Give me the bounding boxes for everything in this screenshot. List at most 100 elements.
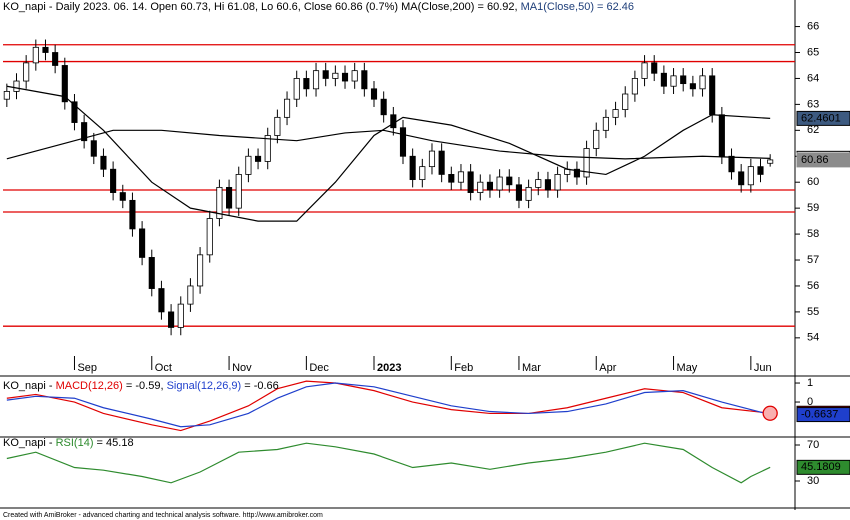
value-box	[796, 110, 850, 126]
y-tick-label: 55	[807, 306, 819, 318]
candle-body	[216, 186, 223, 219]
candle-body	[593, 129, 600, 149]
candle-body	[496, 176, 503, 191]
candle-body	[187, 285, 194, 305]
candle-body	[322, 70, 329, 79]
candle-body	[197, 254, 204, 287]
y-tick-label: 56	[807, 280, 819, 292]
candle-body	[23, 62, 30, 82]
y-tick-label: 70	[807, 439, 819, 451]
panel-title-part: MACD(12,26)	[56, 380, 123, 392]
candle-body	[728, 155, 735, 173]
candle-body	[486, 181, 494, 191]
candle-body	[390, 114, 397, 129]
candle-body	[554, 174, 561, 191]
x-tick-label: 2023	[377, 362, 401, 374]
candle-body	[380, 98, 387, 116]
candle-body	[718, 114, 725, 157]
candle-body	[680, 75, 687, 85]
candle-body	[399, 127, 407, 157]
line-series	[6, 442, 771, 484]
candle-body	[757, 166, 764, 175]
value-box-label: 45.1809	[801, 461, 841, 473]
candle-body	[631, 78, 638, 95]
panel-title-part: RSI(14)	[56, 437, 94, 449]
panel-title-part: = 45.18	[94, 437, 134, 449]
line-series	[6, 380, 771, 432]
y-tick-label: 59	[807, 202, 819, 214]
candle-body	[129, 199, 136, 230]
footer: Created with AmiBroker - advanced charti…	[3, 512, 323, 519]
value-box-label: 62.4601	[801, 112, 841, 124]
value-box	[796, 152, 850, 168]
candle-body	[709, 75, 716, 116]
candle-body	[689, 83, 696, 90]
candle-body	[303, 78, 310, 90]
candle-body	[168, 311, 175, 328]
candle-body	[535, 179, 542, 188]
line-series	[6, 85, 771, 222]
candle-body	[747, 166, 754, 186]
panel-title-part: = -0.66	[241, 380, 279, 392]
y-tick-label: 66	[807, 20, 819, 32]
candle-body	[206, 218, 213, 256]
candle-body	[448, 174, 455, 183]
candle-body	[3, 91, 10, 100]
candle-body	[477, 181, 484, 193]
value-box-label: -0.6637	[801, 408, 838, 420]
candle-body	[641, 62, 648, 79]
candle-body	[525, 186, 532, 201]
candle-body	[293, 78, 300, 100]
y-tick-label: 62	[807, 124, 819, 136]
candle-body	[438, 150, 445, 175]
candle-body	[110, 168, 117, 193]
x-tick-label: Dec	[309, 362, 329, 374]
y-tick-label: 60	[807, 176, 819, 188]
panel-header: KO_napi - RSI(14) = 45.18	[3, 437, 134, 449]
candle-body	[235, 174, 242, 209]
value-box	[796, 407, 850, 423]
y-tick-label: 58	[807, 228, 819, 240]
candle-body	[312, 70, 320, 90]
y-tick-label: 1	[807, 377, 813, 389]
candle-body	[612, 109, 619, 118]
candle-body	[670, 75, 677, 87]
candle-body	[139, 228, 146, 258]
candle-body	[283, 98, 291, 118]
candle-body	[467, 171, 474, 193]
candle-body	[351, 70, 358, 82]
candle-body	[71, 101, 78, 123]
candle-body	[361, 70, 368, 90]
candle-body	[544, 179, 551, 191]
candle-body	[602, 116, 609, 131]
candle-body	[90, 140, 97, 157]
x-tick-label: Jun	[754, 362, 772, 374]
candle-body	[370, 88, 378, 100]
panel-header: KO_napi - MACD(12,26) = -0.59, Signal(12…	[3, 380, 279, 392]
x-tick-label: Nov	[232, 362, 252, 374]
panel-header: KO_napi - Daily 2023. 06. 14. Open 60.73…	[3, 1, 634, 13]
y-tick-label: 63	[807, 98, 819, 110]
x-tick-label: Sep	[77, 362, 97, 374]
candle-body	[332, 72, 339, 79]
y-tick-label: 30	[807, 475, 819, 487]
line-series	[6, 129, 771, 160]
x-tick-label: Feb	[454, 362, 473, 374]
x-tick-label: Mar	[522, 362, 541, 374]
candle-body	[254, 155, 262, 162]
candle-body	[264, 135, 271, 162]
y-tick-label: 54	[807, 332, 819, 344]
candle-body	[13, 80, 20, 92]
panel-title-part: KO_napi -	[3, 380, 56, 392]
panel-title-part: = -0.59,	[123, 380, 167, 392]
candle-body	[81, 122, 88, 142]
candle-body	[61, 65, 68, 103]
x-tick-label: May	[677, 362, 698, 374]
candle-body	[341, 72, 349, 82]
chart-subtitle: MA1(Close,50) = 62.46	[521, 1, 634, 13]
value-box-label: 60.86	[801, 154, 829, 166]
y-tick-label: 0	[807, 396, 813, 408]
candle-body	[226, 186, 233, 209]
candle-body	[419, 166, 426, 181]
